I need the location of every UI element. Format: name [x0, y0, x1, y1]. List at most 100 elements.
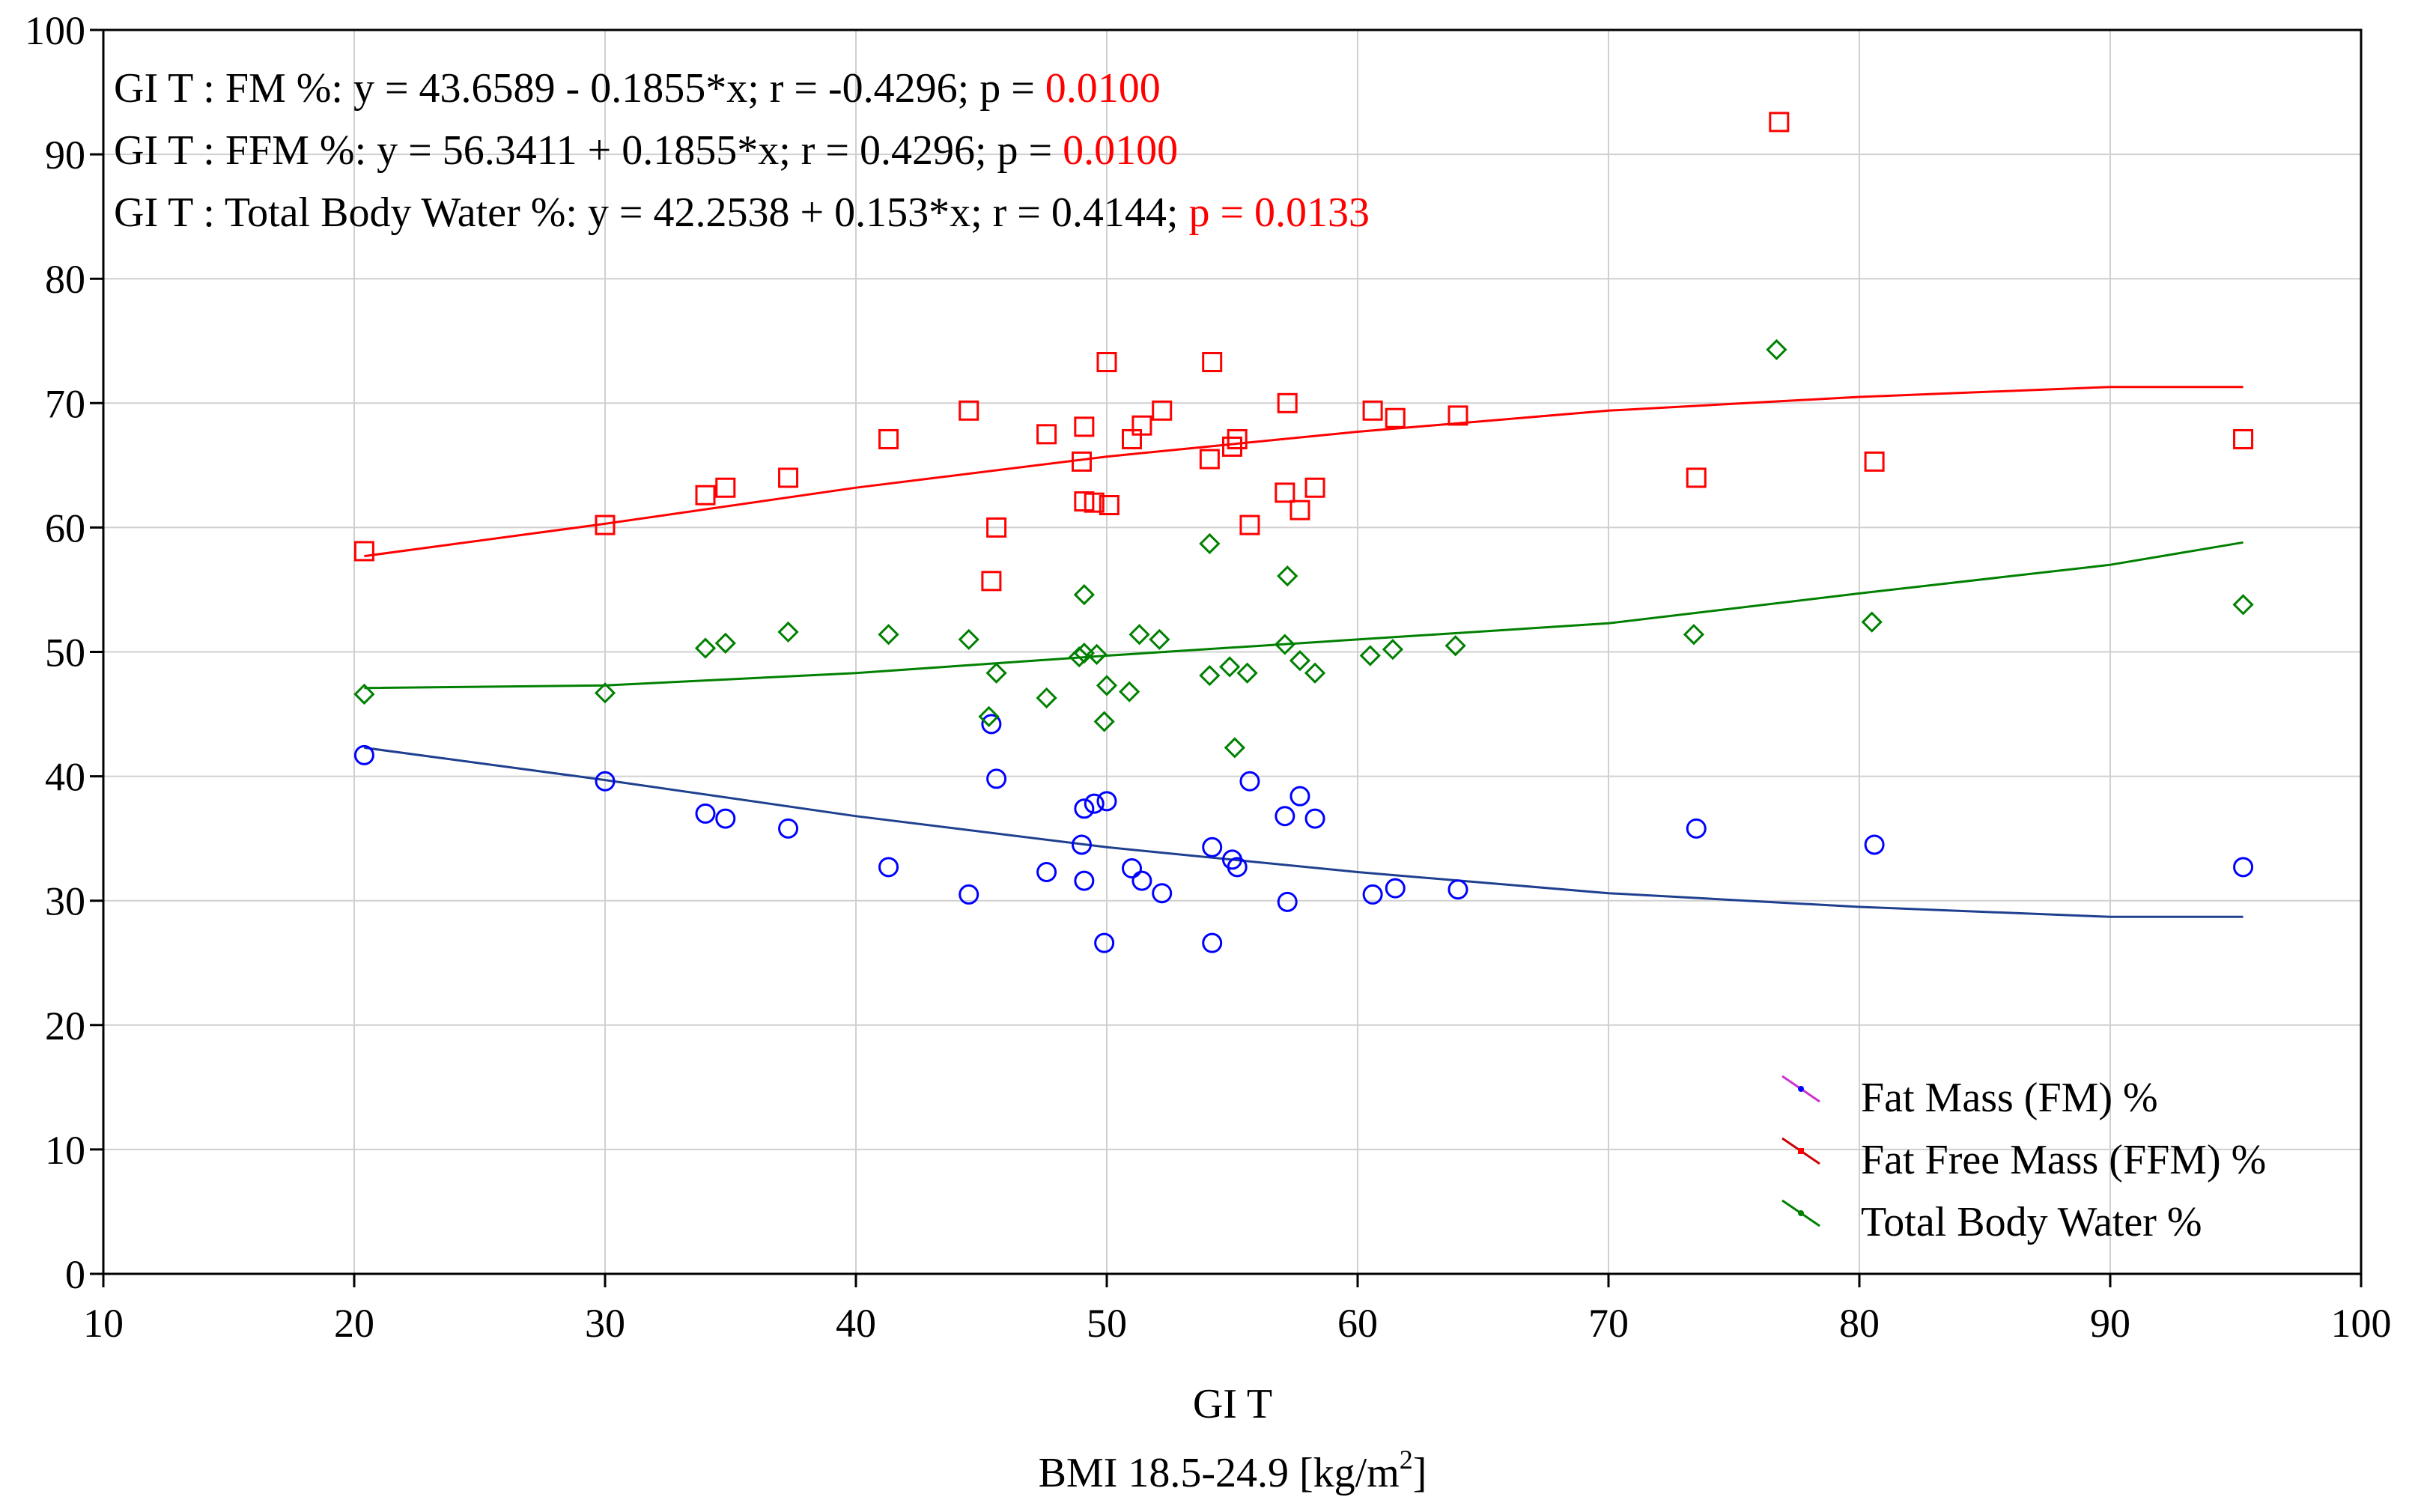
point-total-body-water-28	[1359, 645, 1381, 667]
point-fat-mass-28	[1362, 884, 1383, 905]
fit-line-fat-mass	[364, 746, 2244, 918]
annotation-tbw: GI T : Total Body Water %: y = 42.2538 +…	[114, 189, 1370, 236]
point-fat-free-mass-26	[1289, 500, 1310, 520]
point-fat-mass-12	[1074, 870, 1095, 891]
y-tick-label-40: 40	[45, 755, 85, 800]
point-fat-free-mass-13	[1084, 492, 1105, 513]
point-fat-free-mass-2	[695, 485, 716, 505]
point-fat-mass-30	[1447, 879, 1468, 900]
point-total-body-water-32	[1766, 338, 1787, 360]
y-tick-label-60: 60	[45, 505, 85, 550]
annotation-ffm: GI T : FFM %: y = 56.3411 + 0.1855*x; r …	[114, 127, 1178, 174]
y-tick-label-20: 20	[45, 1004, 85, 1048]
point-fat-mass-16	[1122, 858, 1142, 879]
point-fat-mass-4	[778, 818, 799, 839]
legend-marker-fat-mass	[1798, 1086, 1804, 1092]
point-total-body-water-13	[1086, 643, 1108, 665]
point-total-body-water-8	[985, 662, 1007, 684]
point-fat-free-mass-31	[1686, 467, 1707, 488]
point-fat-free-mass-9	[1036, 424, 1057, 445]
x-tick-label-90: 90	[2090, 1301, 2130, 1346]
point-fat-mass-11	[1074, 798, 1095, 819]
x-axis-title: GI T	[1193, 1381, 1272, 1427]
point-total-body-water-17	[1128, 624, 1150, 646]
point-total-body-water-25	[1277, 565, 1298, 587]
point-total-body-water-11	[1073, 583, 1095, 606]
point-total-body-water-22	[1224, 737, 1245, 759]
y-tick-label-50: 50	[45, 631, 85, 675]
point-total-body-water-0	[353, 683, 375, 705]
point-total-body-water-19	[1199, 664, 1221, 687]
point-total-body-water-34	[2232, 594, 2254, 616]
point-fat-mass-18	[1152, 883, 1173, 904]
legend-label-fat-mass: Fat Mass (FM) %	[1861, 1075, 2158, 1121]
x-tick-label-70: 70	[1588, 1301, 1629, 1346]
point-fat-mass-0	[353, 744, 374, 765]
point-fat-free-mass-30	[1447, 405, 1468, 426]
point-fat-free-mass-0	[353, 541, 374, 562]
legend-item-fat-free-mass: Fat Free Mass (FFM) %	[1781, 1137, 2266, 1183]
point-fat-mass-22	[1227, 857, 1248, 878]
point-fat-mass-26	[1289, 786, 1310, 807]
x-tick-label-40: 40	[836, 1301, 876, 1346]
point-fat-mass-19	[1202, 837, 1223, 857]
point-fat-mass-33	[2233, 857, 2254, 878]
point-total-body-water-10	[1069, 646, 1090, 668]
point-total-body-water-26	[1289, 650, 1311, 672]
point-total-body-water-30	[1445, 635, 1466, 657]
y-tick-label-10: 10	[45, 1128, 85, 1173]
point-total-body-water-14	[1093, 711, 1115, 732]
point-fat-mass-20	[1202, 932, 1223, 953]
point-total-body-water-7	[978, 705, 1000, 727]
legend-marker-fat-free-mass	[1798, 1148, 1804, 1154]
point-fat-mass-17	[1131, 870, 1152, 891]
point-fat-free-mass-10	[1072, 451, 1092, 472]
point-fat-free-mass-7	[981, 571, 1002, 592]
point-total-body-water-2	[694, 637, 717, 659]
point-fat-mass-7	[981, 714, 1002, 735]
y-tick-label-70: 70	[45, 381, 85, 426]
point-fat-mass-6	[959, 884, 979, 905]
x-tick-label-80: 80	[1839, 1301, 1880, 1346]
point-total-body-water-29	[1382, 639, 1404, 661]
legend-marker-total-body-water	[1798, 1210, 1804, 1216]
point-fat-free-mass-19	[1199, 449, 1220, 470]
point-fat-mass-2	[695, 803, 716, 824]
point-total-body-water-6	[958, 628, 979, 651]
point-fat-free-mass-33	[1864, 451, 1885, 472]
point-fat-mass-14	[1096, 791, 1117, 812]
y-tick-label-30: 30	[45, 879, 85, 924]
point-fat-free-mass-14	[1096, 351, 1117, 372]
point-fat-free-mass-27	[1304, 477, 1325, 498]
point-fat-free-mass-29	[1385, 407, 1406, 428]
point-total-body-water-18	[1149, 628, 1170, 651]
point-fat-free-mass-3	[715, 477, 736, 498]
point-fat-free-mass-18	[1152, 400, 1173, 421]
point-fat-mass-31	[1686, 818, 1707, 839]
point-fat-free-mass-6	[959, 400, 979, 421]
point-total-body-water-3	[714, 632, 736, 654]
point-fat-mass-1	[595, 771, 616, 792]
point-total-body-water-21	[1219, 656, 1241, 678]
y-tick-label-0: 0	[65, 1252, 85, 1297]
point-total-body-water-24	[1274, 634, 1295, 655]
point-fat-free-mass-5	[878, 428, 899, 449]
point-fat-free-mass-22	[1227, 428, 1248, 449]
point-fat-free-mass-25	[1277, 392, 1298, 413]
point-total-body-water-16	[1119, 681, 1140, 702]
annotations: GI T : FM %: y = 43.6589 - 0.1855*x; r =…	[114, 65, 1370, 236]
point-fat-mass-23	[1239, 771, 1260, 792]
x-tick-label-50: 50	[1087, 1301, 1127, 1346]
x-tick-label-10: 10	[83, 1301, 124, 1346]
point-total-body-water-9	[1036, 687, 1057, 709]
point-fat-free-mass-28	[1362, 400, 1383, 421]
x-tick-label-60: 60	[1337, 1301, 1378, 1346]
point-fat-free-mass-15	[1099, 495, 1120, 516]
point-fat-free-mass-1	[595, 514, 616, 535]
point-fat-free-mass-20	[1202, 351, 1223, 372]
point-fat-free-mass-32	[1769, 112, 1790, 133]
point-total-body-water-15	[1096, 675, 1118, 696]
point-fat-mass-8	[986, 768, 1007, 789]
